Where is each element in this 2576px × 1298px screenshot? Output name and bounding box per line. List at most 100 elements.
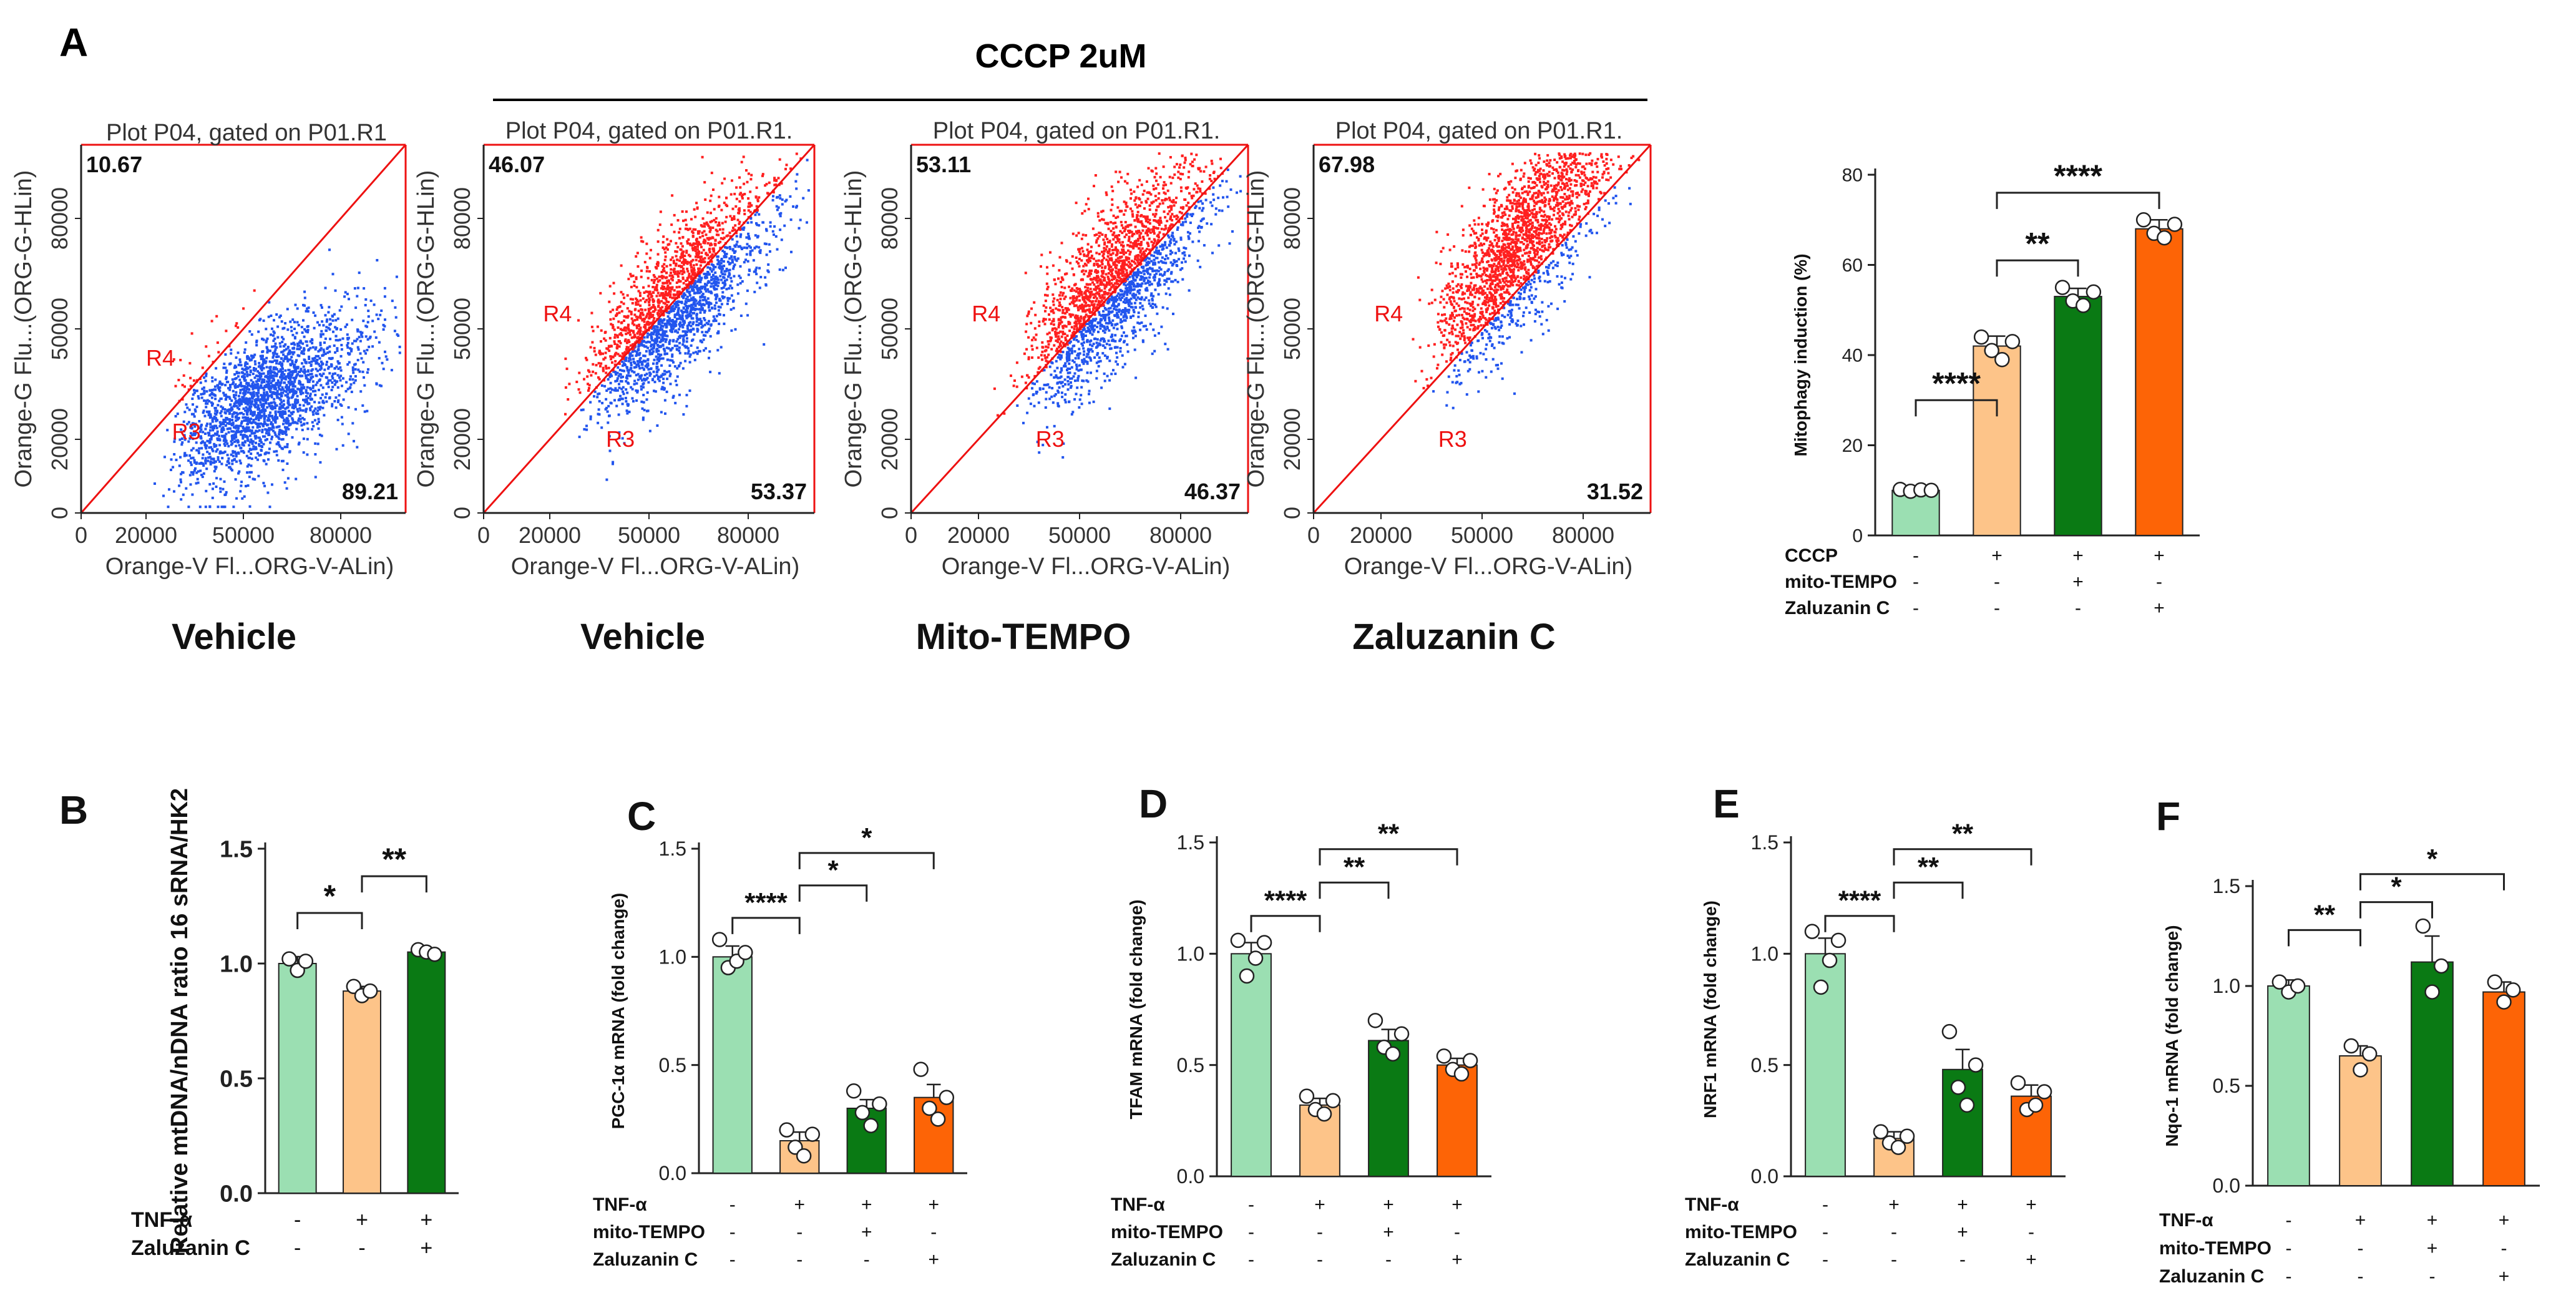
- r3-dot: [224, 424, 227, 427]
- r4-dot: [713, 218, 716, 222]
- r3-dot: [231, 419, 234, 421]
- r3-dot: [765, 243, 768, 245]
- r3-dot: [256, 404, 260, 407]
- r3-dot: [351, 366, 354, 369]
- r4-dot: [627, 315, 630, 318]
- r3-dot: [268, 429, 271, 432]
- r3-dot: [712, 315, 715, 318]
- r3-dot: [223, 480, 226, 483]
- r4-dot: [749, 190, 752, 193]
- r4-dot: [691, 281, 694, 285]
- r4-dot: [670, 258, 673, 261]
- r4-dot: [181, 398, 184, 401]
- r4-dot: [660, 287, 663, 290]
- r3-dot: [734, 258, 737, 261]
- r3-dot: [168, 488, 170, 491]
- r3-dot: [274, 388, 277, 391]
- r4-dot: [665, 265, 668, 268]
- r3-dot: [373, 330, 376, 333]
- r3-dot: [173, 437, 177, 441]
- r3-dot: [287, 397, 290, 400]
- r4-dot: [661, 281, 665, 285]
- r3-dot: [668, 341, 671, 344]
- r4-dot: [210, 320, 213, 323]
- r3-dot: [642, 359, 645, 363]
- r3-dot: [252, 391, 255, 394]
- r4-dot: [657, 298, 660, 301]
- r4-dot: [1170, 207, 1173, 210]
- r3-dot: [306, 437, 309, 441]
- r3-dot: [678, 346, 681, 349]
- r3-dot: [257, 474, 260, 477]
- r4-dot: [662, 301, 665, 305]
- r3-dot: [314, 453, 317, 456]
- r3-dot: [291, 353, 295, 356]
- r3-dot: [300, 368, 303, 371]
- r3-dot: [684, 330, 687, 333]
- r3-dot: [216, 448, 219, 451]
- r3-dot: [278, 362, 281, 365]
- r3-dot: [318, 433, 321, 436]
- r3-dot: [283, 349, 286, 352]
- r3-dot: [295, 331, 298, 334]
- r3-dot: [259, 454, 262, 456]
- r4-dot: [645, 290, 648, 293]
- r3-dot: [288, 409, 291, 412]
- r3-dot: [626, 366, 629, 369]
- r4-dot: [678, 259, 681, 262]
- r4-dot: [695, 258, 698, 261]
- r4-dot: [1171, 176, 1174, 179]
- r4-dot: [1126, 243, 1129, 246]
- r3-dot: [246, 436, 249, 439]
- r4-dot: [674, 270, 677, 273]
- r3-dot: [316, 358, 319, 361]
- r4-dot: [646, 266, 649, 269]
- r3-dot: [764, 283, 768, 286]
- r3-dot: [276, 325, 280, 328]
- r3-dot: [280, 320, 283, 323]
- r3-dot: [247, 356, 250, 359]
- r3-dot: [274, 342, 277, 345]
- r4-dot: [681, 256, 685, 258]
- r3-dot: [302, 303, 305, 306]
- r3-dot: [256, 386, 260, 389]
- r3-dot: [367, 310, 370, 313]
- r3-dot: [660, 339, 663, 343]
- r3-dot: [306, 392, 309, 395]
- r3-dot: [736, 257, 739, 260]
- r3-dot: [628, 369, 631, 372]
- r3-dot: [220, 397, 223, 400]
- r3-dot: [231, 412, 234, 416]
- r3-dot: [663, 349, 666, 353]
- r4-dot: [666, 280, 669, 283]
- r4-dot: [609, 310, 612, 313]
- r3-dot: [192, 432, 195, 435]
- r3-dot: [676, 300, 680, 303]
- r4-dot: [661, 269, 665, 271]
- r3-dot: [192, 412, 195, 416]
- r3-dot: [291, 372, 294, 375]
- r3-dot: [735, 259, 738, 262]
- r4-dot: [696, 248, 699, 251]
- r3-dot: [182, 430, 185, 432]
- r3-dot: [256, 370, 260, 373]
- r3-dot: [640, 342, 643, 345]
- r3-dot: [201, 476, 204, 479]
- r3-dot: [327, 367, 329, 370]
- r3-dot: [325, 400, 328, 403]
- r3-dot: [656, 343, 659, 346]
- r4-dot: [568, 383, 571, 386]
- r3-dot: [601, 401, 604, 404]
- r3-dot: [246, 383, 250, 386]
- r4-dot: [718, 224, 721, 227]
- r3-dot: [715, 288, 718, 291]
- r3-dot: [298, 388, 301, 391]
- r3-dot: [290, 343, 293, 345]
- r3-dot: [732, 267, 735, 270]
- r3-dot: [309, 394, 311, 398]
- r3-dot: [243, 434, 246, 437]
- r3-dot: [705, 321, 708, 324]
- r3-dot: [280, 395, 283, 398]
- r3-dot: [291, 396, 294, 398]
